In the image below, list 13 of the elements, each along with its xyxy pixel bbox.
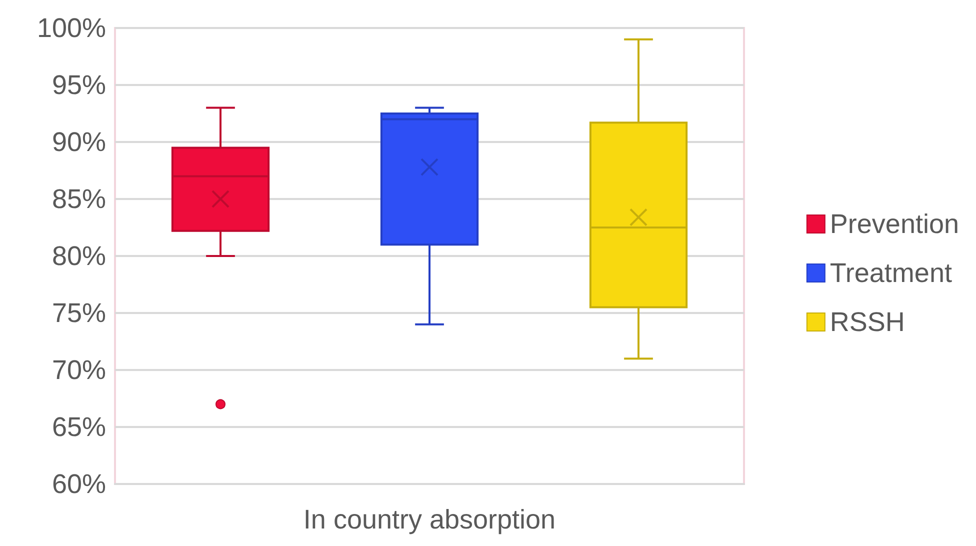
y-tick-label: 60% bbox=[52, 469, 106, 499]
legend-label: RSSH bbox=[830, 307, 905, 337]
y-tick-label: 65% bbox=[52, 412, 106, 442]
y-tick-label: 95% bbox=[52, 70, 106, 100]
y-tick-label: 90% bbox=[52, 127, 106, 157]
y-tick-label: 80% bbox=[52, 241, 106, 271]
y-tick-label: 75% bbox=[52, 298, 106, 328]
y-tick-label: 100% bbox=[36, 13, 106, 43]
y-tick-label: 70% bbox=[52, 355, 106, 385]
legend-label: Treatment bbox=[830, 258, 952, 288]
legend-label: Prevention bbox=[830, 209, 960, 239]
x-tick-label: In country absorption bbox=[303, 504, 556, 534]
y-tick-label: 85% bbox=[52, 184, 106, 214]
